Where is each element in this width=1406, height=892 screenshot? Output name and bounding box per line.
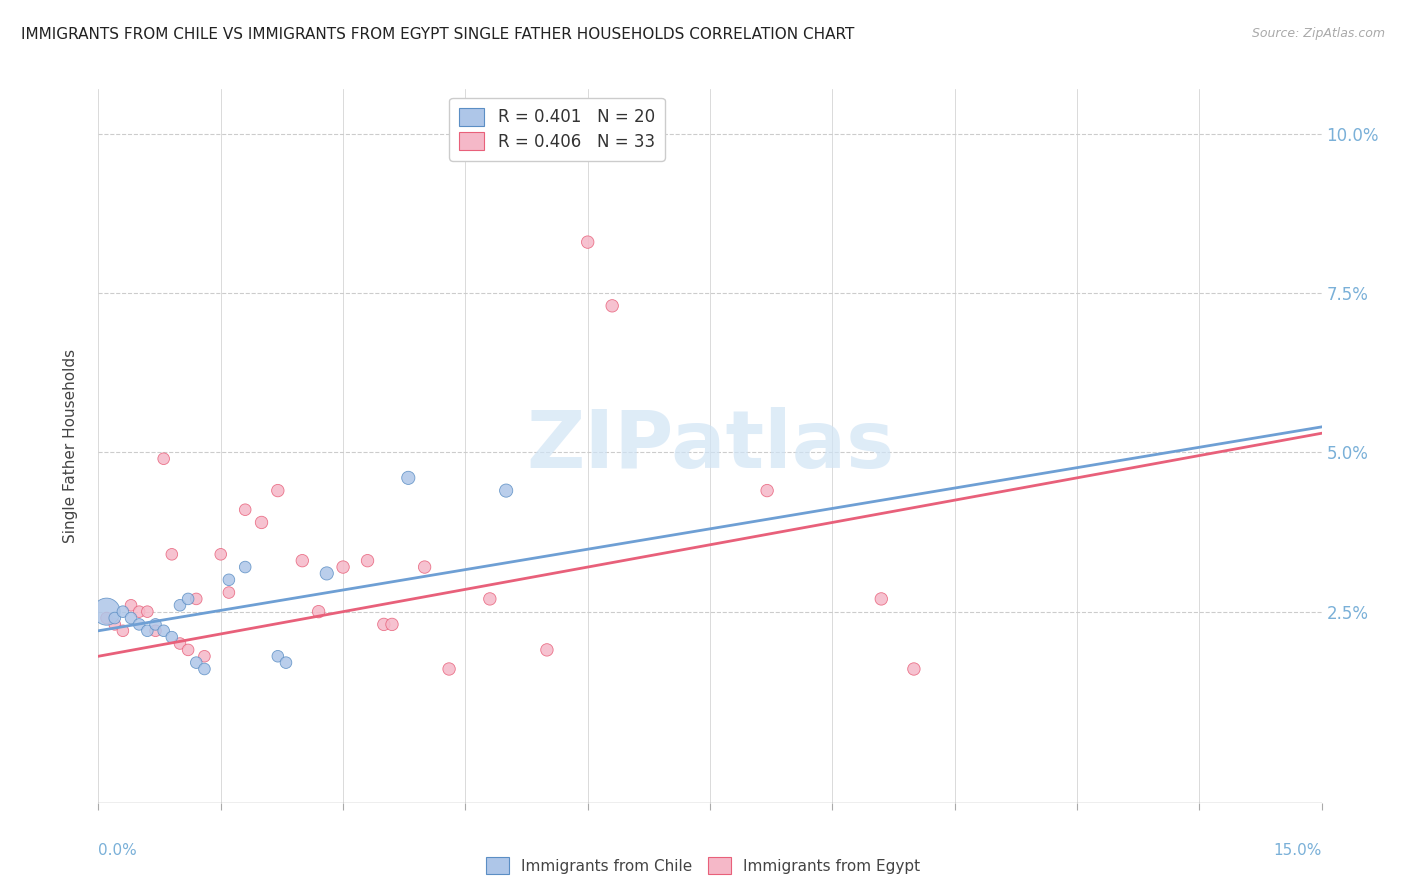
Point	[136, 624, 159, 638]
Point	[536, 643, 558, 657]
Point	[104, 611, 127, 625]
Point	[413, 560, 436, 574]
Point	[186, 591, 208, 606]
Point	[308, 605, 330, 619]
Point	[373, 617, 395, 632]
Point	[169, 636, 191, 650]
Point	[177, 591, 200, 606]
Point	[756, 483, 779, 498]
Point	[332, 560, 354, 574]
Point	[315, 566, 337, 581]
Point	[160, 630, 183, 644]
Point	[356, 554, 378, 568]
Point	[136, 605, 159, 619]
Point	[576, 235, 599, 249]
Point	[233, 560, 256, 574]
Point	[128, 605, 150, 619]
Point	[218, 585, 240, 599]
Legend: R = 0.401   N = 20, R = 0.406   N = 33: R = 0.401 N = 20, R = 0.406 N = 33	[450, 97, 665, 161]
Point	[111, 624, 134, 638]
Point	[267, 649, 290, 664]
Point	[96, 611, 118, 625]
Point	[120, 599, 142, 613]
Y-axis label: Single Father Households: Single Father Households	[63, 349, 77, 543]
Point	[600, 299, 623, 313]
Point	[209, 547, 232, 561]
Point	[903, 662, 925, 676]
Point	[96, 605, 118, 619]
Point	[250, 516, 273, 530]
Point	[145, 617, 167, 632]
Point	[104, 617, 127, 632]
Point	[870, 591, 893, 606]
Point	[437, 662, 460, 676]
Point	[233, 502, 256, 516]
Point	[186, 656, 208, 670]
Point	[218, 573, 240, 587]
Point	[495, 483, 517, 498]
Point	[128, 617, 150, 632]
Point	[152, 451, 174, 466]
Point	[120, 611, 142, 625]
Point	[169, 599, 191, 613]
Point	[478, 591, 501, 606]
Point	[274, 656, 297, 670]
Text: 0.0%: 0.0%	[98, 843, 138, 858]
Legend: Immigrants from Chile, Immigrants from Egypt: Immigrants from Chile, Immigrants from E…	[479, 851, 927, 880]
Point	[152, 624, 174, 638]
Point	[291, 554, 314, 568]
Point	[267, 483, 290, 498]
Point	[177, 643, 200, 657]
Point	[160, 547, 183, 561]
Point	[145, 624, 167, 638]
Text: Source: ZipAtlas.com: Source: ZipAtlas.com	[1251, 27, 1385, 40]
Text: IMMIGRANTS FROM CHILE VS IMMIGRANTS FROM EGYPT SINGLE FATHER HOUSEHOLDS CORRELAT: IMMIGRANTS FROM CHILE VS IMMIGRANTS FROM…	[21, 27, 855, 42]
Text: 15.0%: 15.0%	[1274, 843, 1322, 858]
Point	[193, 649, 215, 664]
Point	[396, 471, 419, 485]
Text: ZIPatlas: ZIPatlas	[526, 407, 894, 485]
Point	[381, 617, 404, 632]
Point	[111, 605, 134, 619]
Point	[193, 662, 215, 676]
